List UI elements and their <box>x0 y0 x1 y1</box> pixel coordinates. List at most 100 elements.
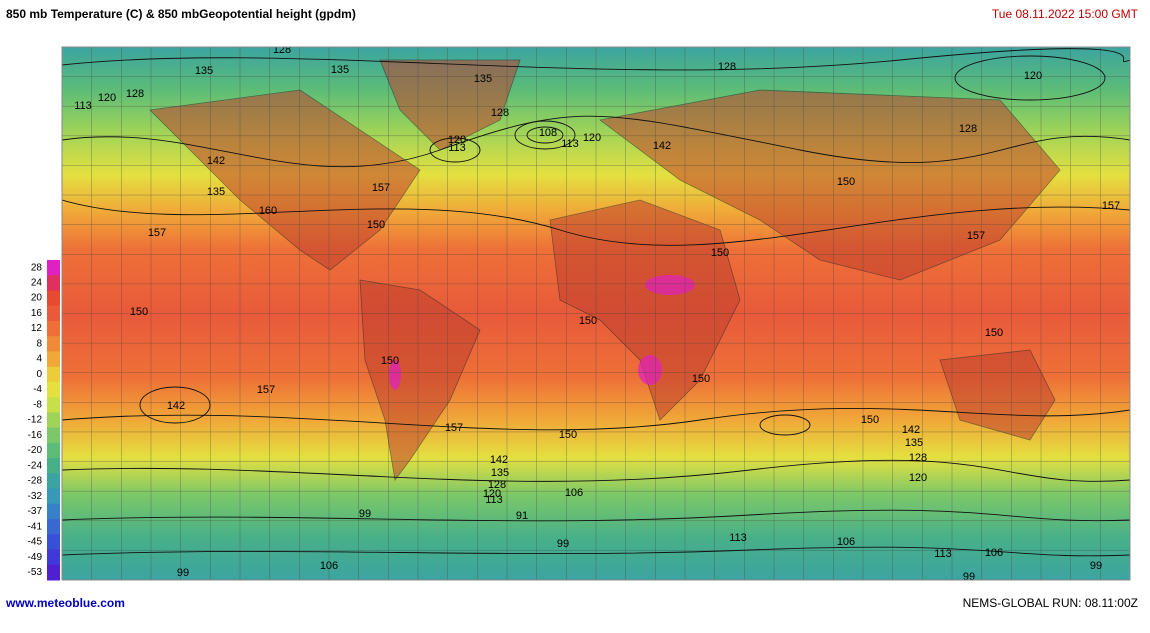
legend-label: 12 <box>31 323 43 334</box>
contour-label: 150 <box>579 315 597 327</box>
legend-swatch <box>47 336 60 352</box>
contour-label: 120 <box>483 488 501 500</box>
contour-label: 142 <box>653 140 671 152</box>
legend-swatch <box>47 473 60 490</box>
legend-label: 20 <box>31 293 43 304</box>
legend-swatch <box>47 366 60 383</box>
legend-swatch <box>47 549 60 566</box>
legend-label: -53 <box>28 567 43 578</box>
contour-label: 113 <box>74 100 92 112</box>
legend-label: -8 <box>33 399 42 410</box>
contour-label: 128 <box>909 452 927 464</box>
model-run: NEMS-GLOBAL RUN: 08.11:00Z <box>963 596 1138 610</box>
legend-label: 0 <box>36 369 42 380</box>
contour-label: 150 <box>130 306 148 318</box>
legend-swatch <box>47 412 60 429</box>
legend-swatch <box>47 351 60 368</box>
legend-label: 24 <box>31 277 43 288</box>
contour-label: 142 <box>490 454 508 466</box>
contour-label: 99 <box>557 538 569 550</box>
legend-label: 16 <box>31 308 43 319</box>
contour-label: 150 <box>559 429 577 441</box>
contour-label: 135 <box>331 64 349 76</box>
contour-label: 120 <box>583 132 601 144</box>
legend-swatch <box>47 534 60 551</box>
contour-label: 128 <box>491 107 509 119</box>
map-frame <box>61 46 1131 581</box>
land <box>149 59 1061 481</box>
contour-label: 160 <box>259 205 277 217</box>
legend-swatch <box>47 381 60 398</box>
legend-label: -12 <box>28 415 43 426</box>
contour-label: 135 <box>207 186 225 198</box>
legend-label: -41 <box>28 521 43 532</box>
legend-swatch <box>47 290 60 307</box>
contour-label: 150 <box>711 247 729 259</box>
contour-label: 120 <box>448 134 466 146</box>
contour-label: 113 <box>729 532 747 544</box>
contour-label: 106 <box>985 547 1003 559</box>
contour-label: 157 <box>1102 200 1120 212</box>
contours <box>62 48 1130 557</box>
legend-label: 8 <box>36 338 42 349</box>
legend-swatch <box>47 564 60 581</box>
contour-label: 157 <box>967 230 985 242</box>
contour-label: 113 <box>448 142 466 154</box>
legend-swatch <box>47 427 60 444</box>
legend-swatch <box>47 519 60 535</box>
legend-label: -20 <box>28 445 43 456</box>
contour-label: 157 <box>445 422 463 434</box>
contour-label: 108 <box>539 127 557 139</box>
legend-label: -16 <box>28 430 43 441</box>
contour-label: 135 <box>905 437 923 449</box>
contour-label: 128 <box>718 61 736 73</box>
legend-label: -4 <box>33 384 42 395</box>
legend-swatch <box>47 488 60 505</box>
legend-label: -28 <box>28 476 43 487</box>
contour-label: 106 <box>320 560 338 572</box>
legend-swatch <box>47 442 60 459</box>
title: 850 mb Temperature (C) & 850 mbGeopotent… <box>6 7 356 21</box>
legend-label: -49 <box>28 552 43 563</box>
contour-label: 157 <box>257 384 275 396</box>
legend-swatch <box>47 305 60 322</box>
contour-label: 113 <box>561 138 579 150</box>
legend-swatch <box>47 503 60 520</box>
legend-swatch <box>47 260 60 276</box>
contour-label: 99 <box>177 567 189 579</box>
hot-spots <box>389 275 695 390</box>
contour-label: 128 <box>126 88 144 100</box>
legend-swatch <box>47 275 60 291</box>
contour-label: 99 <box>1090 560 1102 572</box>
legend-swatch <box>47 320 60 337</box>
contour-label: 99 <box>963 571 975 583</box>
contour-label: 99 <box>359 508 371 520</box>
contour-label: 128 <box>488 479 506 491</box>
contour-label: 106 <box>837 536 855 548</box>
contour-label: 135 <box>195 65 213 77</box>
contour-label: 91 <box>516 510 528 522</box>
contour-label: 128 <box>273 44 291 56</box>
legend-label: -37 <box>28 506 43 517</box>
contour-label: 113 <box>485 494 503 506</box>
contour-label: 157 <box>148 227 166 239</box>
legend-label: 4 <box>36 354 42 365</box>
legend-label: 28 <box>31 262 43 273</box>
datetime: Tue 08.11.2022 15:00 GMT <box>992 7 1139 21</box>
contour-label: 150 <box>861 414 879 426</box>
contour-label: 113 <box>934 548 952 560</box>
legend: 28 24 20 16 12 8 4 0 -4 -8 -12 -16 -20 -24 -28 -32 -37 -4… <box>28 260 60 581</box>
site-link[interactable]: www.meteoblue.com <box>5 596 125 610</box>
contour-label: 150 <box>367 219 385 231</box>
contour-label: 150 <box>692 373 710 385</box>
legend-swatch <box>47 397 60 413</box>
contour-label: 106 <box>565 487 583 499</box>
contour-label: 157 <box>372 182 390 194</box>
contour-label: 150 <box>837 176 855 188</box>
legend-label: -24 <box>28 460 43 471</box>
legend-label: -32 <box>28 491 43 502</box>
contour-label: 150 <box>985 327 1003 339</box>
contour-label: 128 <box>959 123 977 135</box>
